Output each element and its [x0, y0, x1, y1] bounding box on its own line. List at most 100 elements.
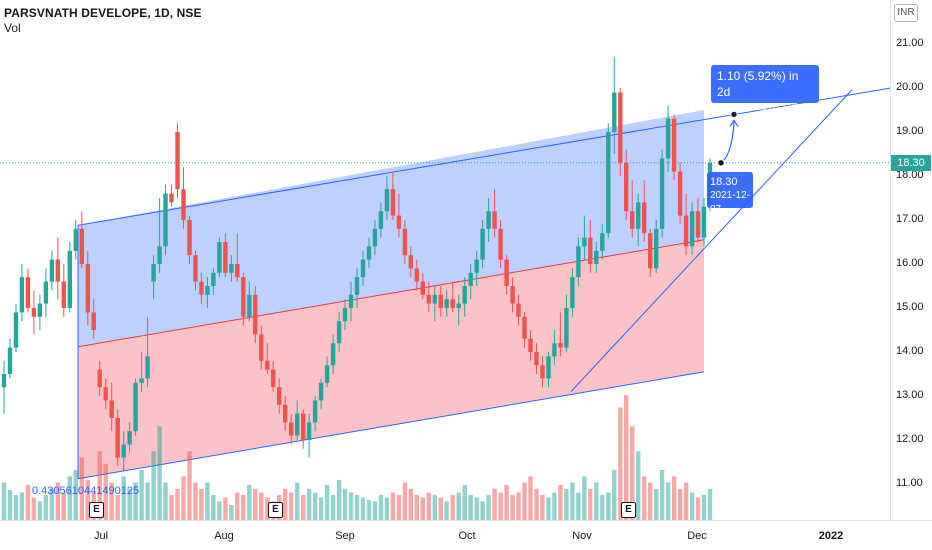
volume-bar — [145, 482, 150, 520]
volume-bar — [199, 488, 204, 520]
candle-body — [468, 272, 473, 286]
volume-bar — [594, 482, 599, 520]
volume-bar — [516, 492, 521, 520]
volume-bar — [151, 451, 156, 520]
candle-body — [151, 264, 156, 282]
channel-lower-zone — [78, 239, 704, 479]
currency-badge[interactable]: INR — [894, 4, 918, 22]
time-tick-label: Sep — [335, 530, 355, 542]
candle-body — [139, 378, 144, 383]
volume-bar — [55, 482, 60, 520]
candle-body — [665, 118, 671, 159]
clock-icon: ◷ — [742, 102, 750, 112]
candle-body — [438, 294, 443, 308]
price-axis-border — [890, 0, 891, 520]
volume-bar — [265, 497, 270, 520]
volume-value: 0.4305610441490125 — [32, 485, 140, 497]
volume-bar — [306, 488, 312, 520]
candle-body — [19, 277, 25, 313]
candle-body — [516, 303, 521, 317]
candle-body — [79, 228, 84, 264]
measure-result-label[interactable]: 1.10 (5.92%) in 2d 19.40 ◷ 2021-12-09 — [711, 65, 819, 112]
volume-bar — [456, 492, 461, 520]
candle-body — [474, 259, 479, 273]
candle-body — [253, 294, 258, 335]
volume-indicator-label[interactable]: Vol — [4, 21, 21, 35]
candle-body — [546, 356, 551, 379]
time-tick-label: Dec — [687, 530, 707, 542]
volume-bar — [193, 482, 198, 520]
candle-body — [677, 171, 683, 216]
candle-body — [31, 308, 37, 317]
volume-bar — [528, 476, 533, 520]
volume-bar — [384, 497, 390, 520]
channel-top-line — [77, 87, 892, 226]
volume-bar — [283, 488, 288, 520]
candle-body — [654, 228, 659, 269]
candle-body — [229, 264, 234, 273]
candle-body — [456, 303, 461, 308]
candle-body — [510, 286, 515, 304]
candle-body — [426, 294, 431, 304]
volume-bar — [486, 495, 491, 520]
candle-body — [689, 211, 695, 247]
volume-bar — [426, 492, 431, 520]
candle-body — [390, 189, 396, 216]
symbol-title[interactable]: PARSVNATH DEVELOPE, 1D, NSE — [4, 6, 202, 20]
volume-bar — [25, 485, 31, 520]
candle-body — [205, 286, 210, 295]
candle-body — [271, 369, 276, 388]
candle-body — [324, 365, 330, 383]
volume-bar — [606, 492, 611, 520]
volume-bar — [121, 476, 126, 520]
candle-body — [181, 189, 186, 220]
volume-bar — [390, 492, 396, 520]
volume-bar — [677, 488, 683, 520]
measure-end-point — [730, 110, 738, 119]
measure-start-label[interactable]: 18.30 2021-12-07 — [707, 172, 753, 215]
candle-body — [414, 268, 419, 282]
channel-bottom-line — [77, 371, 705, 480]
candle-body — [348, 294, 354, 308]
volume-bar — [665, 482, 671, 520]
candle-body — [695, 211, 701, 238]
volume-bar — [659, 470, 665, 520]
measure-start-price: 18.30 — [710, 176, 738, 188]
price-chart[interactable] — [0, 0, 932, 520]
candle-body — [43, 281, 49, 304]
volume-bar — [133, 482, 138, 520]
earnings-marker[interactable]: E — [621, 502, 636, 518]
volume-bar — [61, 492, 66, 520]
candle-body — [85, 264, 90, 313]
volume-bar — [139, 470, 144, 520]
measure-arrowhead — [729, 119, 739, 127]
volume-bar — [612, 470, 617, 520]
volume-bar — [420, 497, 425, 520]
volume-bar — [522, 482, 527, 520]
candle-body — [372, 228, 378, 247]
candle-body — [492, 211, 497, 229]
candle-body — [683, 215, 689, 247]
volume-bar — [324, 485, 330, 520]
volume-bar — [205, 482, 210, 520]
volume-bar — [438, 497, 443, 520]
volume-bar — [336, 480, 342, 520]
volume-bar — [1, 482, 7, 520]
candle-body — [301, 413, 306, 440]
time-tick-label: Nov — [572, 530, 592, 542]
volume-bar — [654, 488, 659, 520]
volume-bar — [7, 490, 13, 520]
volume-bar — [342, 488, 348, 520]
volume-bar — [504, 485, 509, 520]
candle-body — [312, 400, 318, 423]
earnings-marker[interactable]: E — [89, 502, 104, 518]
volume-bar — [671, 476, 677, 520]
candle-body — [528, 338, 533, 352]
price-tick-label: 19.00 — [896, 125, 924, 137]
earnings-marker[interactable]: E — [268, 502, 283, 518]
candle-body — [384, 189, 390, 212]
candle-body — [498, 228, 503, 260]
volume-bar — [348, 492, 354, 520]
volume-bar — [19, 492, 25, 520]
volume-bar — [127, 488, 132, 520]
